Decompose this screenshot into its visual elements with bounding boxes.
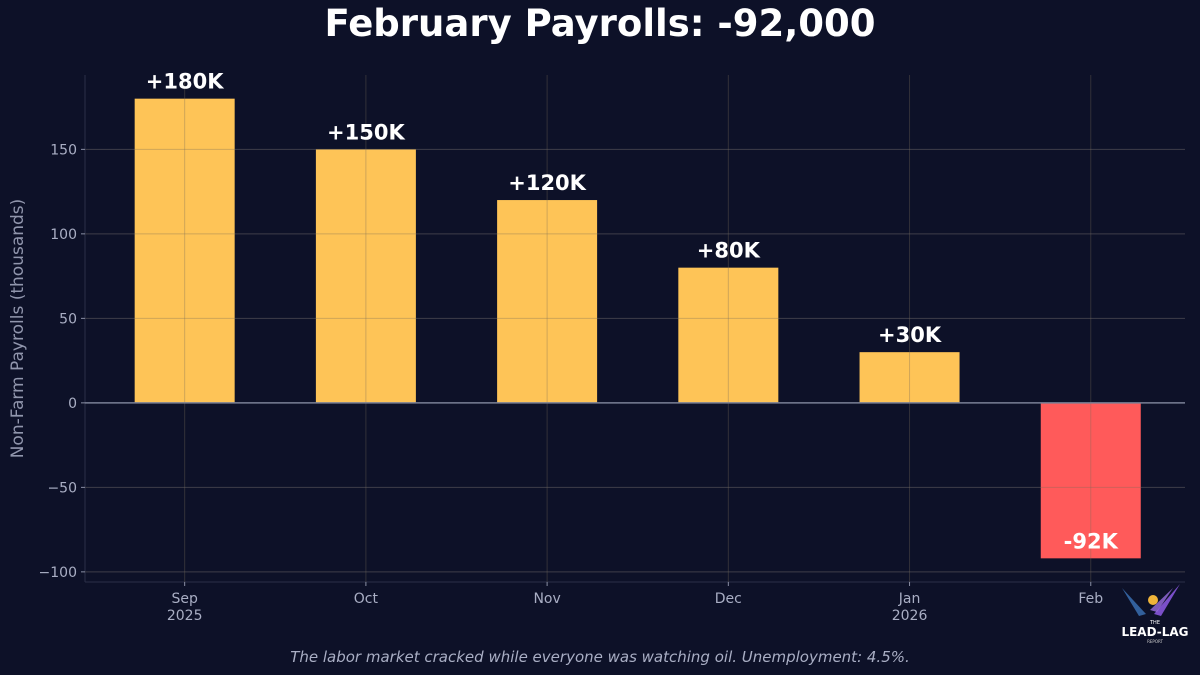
logo-sub-text: REPORT — [1147, 639, 1163, 644]
x-tick-label: Feb — [1078, 591, 1103, 607]
x-tick-label: Dec — [715, 591, 742, 607]
lead-lag-logo: THE LEAD-LAG REPORT — [1121, 584, 1189, 644]
y-tick-label: 150 — [50, 142, 77, 158]
y-tick-label: 50 — [59, 311, 77, 327]
bar — [315, 149, 416, 403]
bar — [497, 200, 598, 403]
bar-data-label: +30K — [878, 323, 942, 347]
y-tick-label: −50 — [47, 480, 77, 496]
x-tick-label: 2025 — [167, 608, 203, 624]
y-axis-label: Non-Farm Payrolls (thousands) — [8, 199, 28, 459]
y-tick-label: 0 — [68, 396, 77, 412]
bar — [678, 267, 779, 403]
bar-data-label: +120K — [508, 171, 586, 195]
chart-title: February Payrolls: -92,000 — [324, 2, 876, 45]
x-tick-label: Nov — [533, 591, 560, 607]
x-tick-label: 2026 — [892, 608, 928, 624]
bar-data-label: +150K — [327, 120, 405, 144]
bar — [859, 352, 960, 403]
x-tick-label: Sep — [171, 591, 198, 607]
bar — [1040, 402, 1141, 559]
y-tick-label: −100 — [39, 565, 77, 581]
bar-data-label: -92K — [1064, 529, 1119, 553]
bar-data-label: +180K — [146, 70, 224, 94]
y-tick-label: 100 — [50, 227, 77, 243]
chart-caption: The labor market cracked while everyone … — [290, 648, 910, 666]
x-tick-label: Oct — [354, 591, 379, 607]
logo-top-text: THE — [1149, 620, 1160, 626]
logo-main-text: LEAD-LAG — [1121, 625, 1188, 639]
bar — [134, 98, 235, 403]
bar-data-label: +80K — [697, 239, 761, 263]
x-tick-label: Jan — [898, 591, 921, 607]
